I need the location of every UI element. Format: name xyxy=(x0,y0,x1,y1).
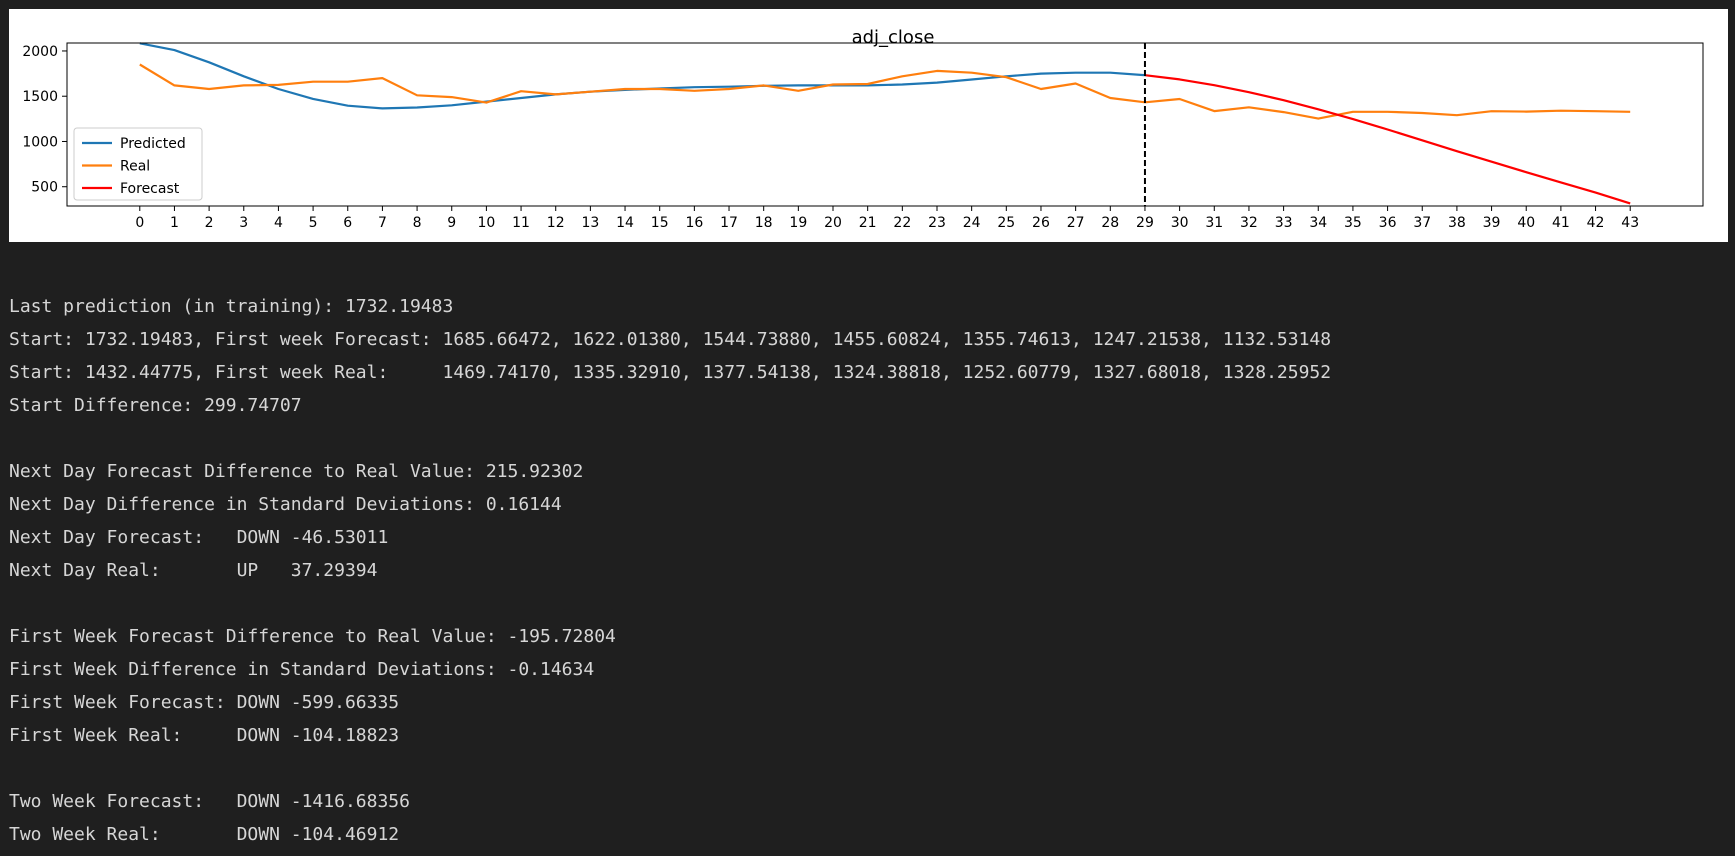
x-tick-label: 24 xyxy=(963,215,981,231)
x-tick-label: 15 xyxy=(651,215,669,231)
x-tick-label: 25 xyxy=(997,215,1015,231)
output-line: Last prediction (in training): 1732.1948… xyxy=(9,296,454,317)
x-tick-label: 8 xyxy=(413,215,422,231)
x-tick-label: 19 xyxy=(789,215,807,231)
output-line: Next Day Forecast Difference to Real Val… xyxy=(9,461,584,482)
output-line: Next Day Difference in Standard Deviatio… xyxy=(9,494,562,515)
legend-label-forecast: Forecast xyxy=(120,181,180,197)
x-tick-label: 22 xyxy=(893,215,911,231)
chart-figure: adj_close 0 1 2 3 4 5 6 7 8 9 10 11 12 13 14 15 16 17 18 19… xyxy=(9,9,1728,242)
x-tick-label: 1 xyxy=(170,215,179,231)
output-line: Start Difference: 299.74707 xyxy=(9,395,302,416)
x-tick-label: 3 xyxy=(239,215,248,231)
x-tick-label: 11 xyxy=(512,215,530,231)
x-tick-label: 9 xyxy=(447,215,456,231)
x-tick-label: 6 xyxy=(343,215,352,231)
y-tick-label: 1000 xyxy=(22,134,58,150)
output-line: Start: 1432.44775, First week Real: 1469… xyxy=(9,362,1332,383)
x-tick-label: 39 xyxy=(1483,215,1501,231)
plot-frame xyxy=(66,42,1704,207)
x-tick-label: 13 xyxy=(581,215,599,231)
x-tick-label: 18 xyxy=(755,215,773,231)
chart-svg: adj_close 0 1 2 3 4 5 6 7 8 9 10 11 12 13 14 15 16 17 18 19… xyxy=(22,27,1704,231)
output-line xyxy=(9,752,1331,785)
x-tick-label: 33 xyxy=(1275,215,1293,231)
x-tick-label: 14 xyxy=(616,215,634,231)
x-tick-label: 32 xyxy=(1240,215,1258,231)
plot-layer: 0 1 2 3 4 5 6 7 8 9 10 11 12 13 14 15 16 17 18 19 20 21 22 23 24… xyxy=(22,42,1639,231)
x-tick-label: 34 xyxy=(1309,215,1327,231)
x-tick-label: 16 xyxy=(685,215,703,231)
x-tick-label: 10 xyxy=(477,215,495,231)
x-tick-label: 12 xyxy=(547,215,565,231)
output-line: Start: 1732.19483, First week Forecast: … xyxy=(9,329,1332,350)
output-line: Two Week Real: DOWN -104.46912 xyxy=(9,824,400,845)
legend-label-predicted: Predicted xyxy=(120,136,186,152)
series-line-real xyxy=(139,63,1631,120)
x-tick-label: 26 xyxy=(1032,215,1050,231)
x-tick-label: 2 xyxy=(205,215,214,231)
output-line: Two Week Forecast: DOWN -1416.68356 xyxy=(9,791,410,812)
y-tick-label: 500 xyxy=(31,180,58,196)
legend-box xyxy=(73,127,203,201)
x-tick-label: 42 xyxy=(1587,215,1605,231)
x-tick-label: 29 xyxy=(1136,215,1154,231)
output-line: First Week Difference in Standard Deviat… xyxy=(9,659,595,680)
x-tick-label: 31 xyxy=(1205,215,1223,231)
x-tick-label: 4 xyxy=(274,215,283,231)
x-tick-label: 38 xyxy=(1448,215,1466,231)
x-tick-label: 35 xyxy=(1344,215,1362,231)
chart-title: adj_close xyxy=(852,27,935,48)
series-line-forecast xyxy=(1144,74,1631,205)
x-tick-label: 43 xyxy=(1621,215,1639,231)
output-line: First Week Forecast: DOWN -599.66335 xyxy=(9,692,400,713)
x-tick-label: 0 xyxy=(135,215,144,231)
y-tick-label: 1500 xyxy=(22,89,58,105)
x-tick-label: 28 xyxy=(1101,215,1119,231)
legend-label-real: Real xyxy=(120,159,150,175)
x-tick-label: 5 xyxy=(309,215,318,231)
legend: Predicted Real Forecast xyxy=(73,127,203,201)
x-tick-label: 36 xyxy=(1379,215,1397,231)
x-tick-label: 40 xyxy=(1517,215,1535,231)
text-output: Last prediction (in training): 1732.1948… xyxy=(9,290,1331,851)
x-tick-label: 30 xyxy=(1171,215,1189,231)
output-line xyxy=(9,422,1331,455)
output-line: Next Day Forecast: DOWN -46.53011 xyxy=(9,527,389,548)
output-line: First Week Real: DOWN -104.18823 xyxy=(9,725,400,746)
y-tick-label: 2000 xyxy=(22,44,58,60)
x-tick-label: 23 xyxy=(928,215,946,231)
x-tick-label: 20 xyxy=(824,215,842,231)
x-tick-label: 7 xyxy=(378,215,387,231)
output-line: Next Day Real: UP 37.29394 xyxy=(9,560,378,581)
x-tick-label: 17 xyxy=(720,215,738,231)
output-line: First Week Forecast Difference to Real V… xyxy=(9,626,616,647)
x-tick-label: 37 xyxy=(1413,215,1431,231)
x-tick-label: 41 xyxy=(1552,215,1570,231)
x-tick-label: 21 xyxy=(859,215,877,231)
output-line xyxy=(9,587,1331,620)
x-tick-label: 27 xyxy=(1067,215,1085,231)
